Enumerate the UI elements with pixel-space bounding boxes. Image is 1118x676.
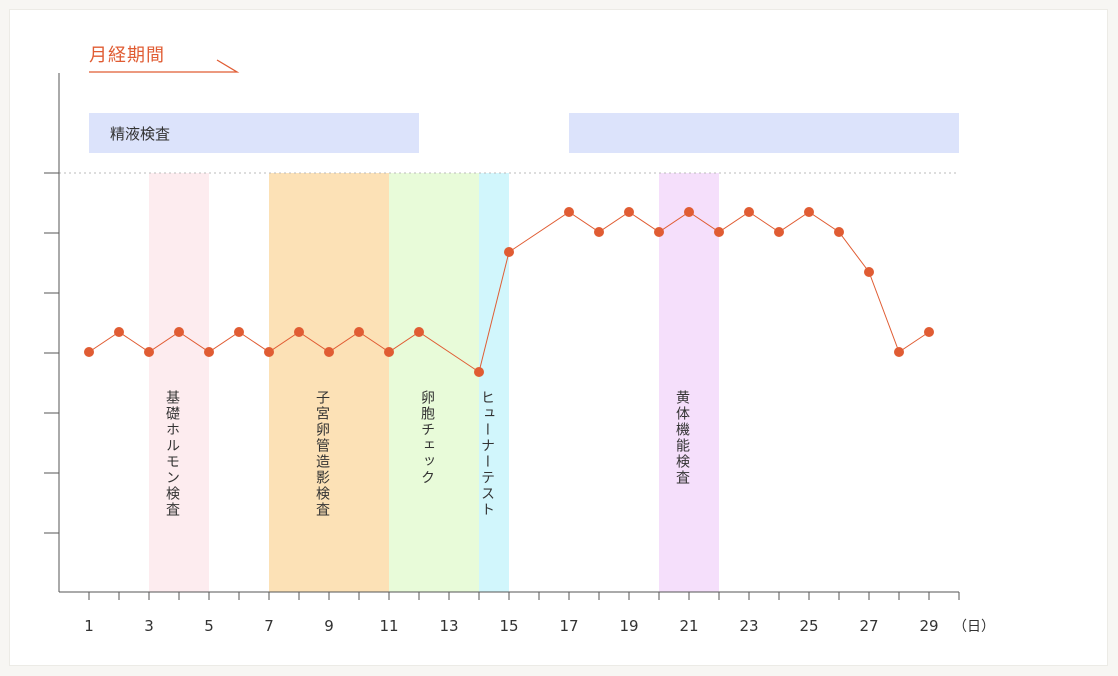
exam-band — [479, 173, 509, 592]
x-tick-label: 29 — [919, 617, 938, 635]
x-tick-label: 27 — [859, 617, 878, 635]
semen-test-bar — [89, 113, 419, 153]
temperature-point — [564, 207, 574, 217]
temperature-point — [834, 227, 844, 237]
temperature-point — [654, 227, 664, 237]
temperature-point — [924, 327, 934, 337]
x-tick-label: 7 — [264, 617, 274, 635]
temperature-point — [894, 347, 904, 357]
x-tick-label: 23 — [739, 617, 758, 635]
x-tick-label: 5 — [204, 617, 214, 635]
temperature-point — [174, 327, 184, 337]
temperature-point — [114, 327, 124, 337]
temperature-point — [474, 367, 484, 377]
x-tick-label: 15 — [499, 617, 518, 635]
exam-band-label: 基礎ホルモン検査 — [164, 389, 180, 518]
temperature-point — [504, 247, 514, 257]
exam-band-label: 卵胞チェック — [419, 390, 435, 486]
temperature-point — [204, 347, 214, 357]
temperature-point — [234, 327, 244, 337]
temperature-point — [144, 347, 154, 357]
semen-test-label: 精液検査 — [110, 125, 170, 143]
semen-test-bar — [569, 113, 959, 153]
exam-band-label: 黄体機能検査 — [674, 389, 690, 486]
temperature-point — [264, 347, 274, 357]
temperature-point — [744, 207, 754, 217]
exam-band — [149, 173, 209, 592]
x-tick-label: 17 — [559, 617, 578, 635]
temperature-point — [414, 327, 424, 337]
temperature-point — [84, 347, 94, 357]
exam-band-label: 子宮卵管造影検査 — [314, 390, 330, 518]
exam-band — [269, 173, 389, 592]
temperature-point — [714, 227, 724, 237]
x-tick-label: 9 — [324, 617, 334, 635]
x-tick-label: 25 — [799, 617, 818, 635]
temperature-point — [354, 327, 364, 337]
exam-band — [659, 173, 719, 592]
exam-band-label: ヒューナーテスト — [479, 390, 495, 518]
x-tick-label: 3 — [144, 617, 154, 635]
menstrual-period-label: 月経期間 — [89, 45, 165, 66]
menstrual-period-arrow — [89, 59, 240, 73]
temperature-point — [804, 207, 814, 217]
temperature-point — [594, 227, 604, 237]
temperature-point — [324, 347, 334, 357]
temperature-point — [624, 207, 634, 217]
x-tick-label: 21 — [679, 617, 698, 635]
temperature-point — [384, 347, 394, 357]
temperature-point — [294, 327, 304, 337]
exam-band — [389, 173, 479, 592]
x-tick-label: 11 — [379, 617, 398, 635]
x-unit-label: （日） — [953, 619, 995, 635]
x-tick-label: 1 — [84, 617, 94, 635]
temperature-point — [684, 207, 694, 217]
x-tick-label: 19 — [619, 617, 638, 635]
x-tick-label: 13 — [439, 617, 458, 635]
temperature-point — [774, 227, 784, 237]
temperature-point — [864, 267, 874, 277]
